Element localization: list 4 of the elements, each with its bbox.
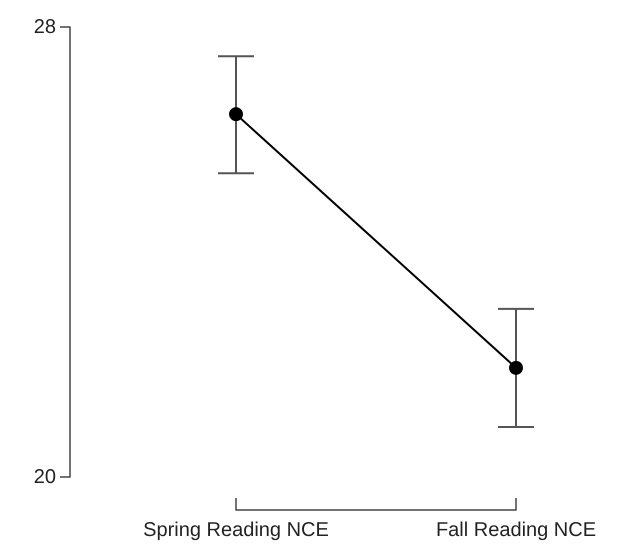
x-tick-label: Spring Reading NCE	[143, 519, 329, 541]
y-tick-label: 28	[34, 16, 56, 38]
y-tick-label: 20	[34, 466, 56, 488]
x-tick-label: Fall Reading NCE	[436, 519, 596, 541]
